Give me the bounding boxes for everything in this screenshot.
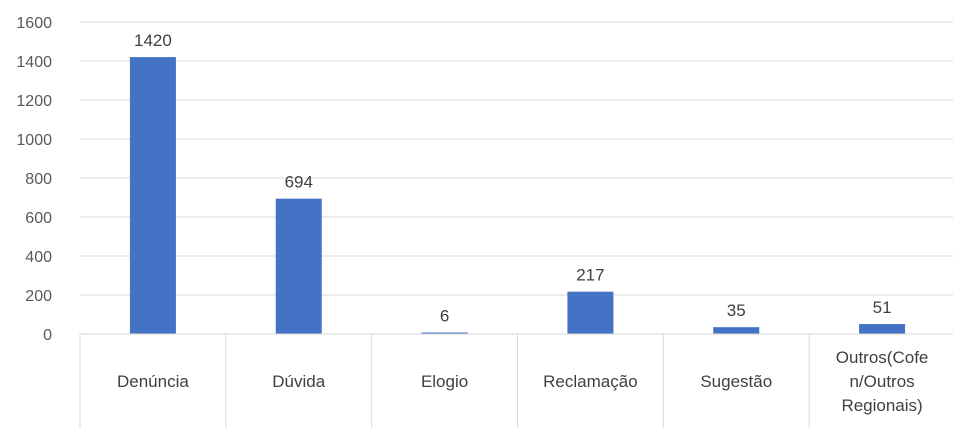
y-tick-label: 1400 bbox=[16, 54, 52, 71]
data-label: 6 bbox=[440, 307, 449, 326]
y-tick-label: 1200 bbox=[16, 93, 52, 110]
bar bbox=[713, 327, 760, 334]
data-labels: 1420 694 6 217 35 51 bbox=[134, 31, 892, 325]
x-axis: Denúncia Dúvida Elogio Reclamação Sugestão Ou… bbox=[79, 333, 953, 428]
x-tick-label: n/Outros bbox=[849, 372, 914, 391]
bar bbox=[421, 332, 468, 334]
data-label: 51 bbox=[873, 298, 892, 317]
bar bbox=[129, 57, 176, 334]
y-tick-label: 1600 bbox=[16, 15, 52, 32]
data-label: 694 bbox=[285, 173, 313, 192]
x-tick-label: Outros(Cofe bbox=[836, 348, 929, 367]
x-tick-label: Denúncia bbox=[117, 372, 189, 391]
x-tick-label: Sugestão bbox=[700, 372, 772, 391]
bars bbox=[129, 57, 906, 334]
data-label: 35 bbox=[727, 301, 746, 320]
bar bbox=[567, 291, 614, 334]
data-label: 1420 bbox=[134, 31, 172, 50]
x-tick-label: Elogio bbox=[421, 372, 468, 391]
x-tick-label: Reclamação bbox=[543, 372, 638, 391]
x-tick-label: Regionais) bbox=[841, 396, 922, 415]
data-label: 217 bbox=[576, 266, 604, 285]
y-axis-ticks: 0 200 400 600 800 1000 1200 1400 1600 bbox=[16, 15, 52, 344]
bar bbox=[859, 324, 906, 334]
y-tick-label: 1000 bbox=[16, 132, 52, 149]
bar bbox=[275, 198, 322, 334]
gridlines bbox=[80, 21, 953, 296]
y-tick-label: 600 bbox=[25, 210, 52, 227]
y-tick-label: 0 bbox=[43, 327, 52, 344]
x-tick-label: Dúvida bbox=[272, 372, 325, 391]
y-tick-label: 400 bbox=[25, 249, 52, 266]
y-tick-label: 200 bbox=[25, 288, 52, 305]
y-tick-label: 800 bbox=[25, 171, 52, 188]
